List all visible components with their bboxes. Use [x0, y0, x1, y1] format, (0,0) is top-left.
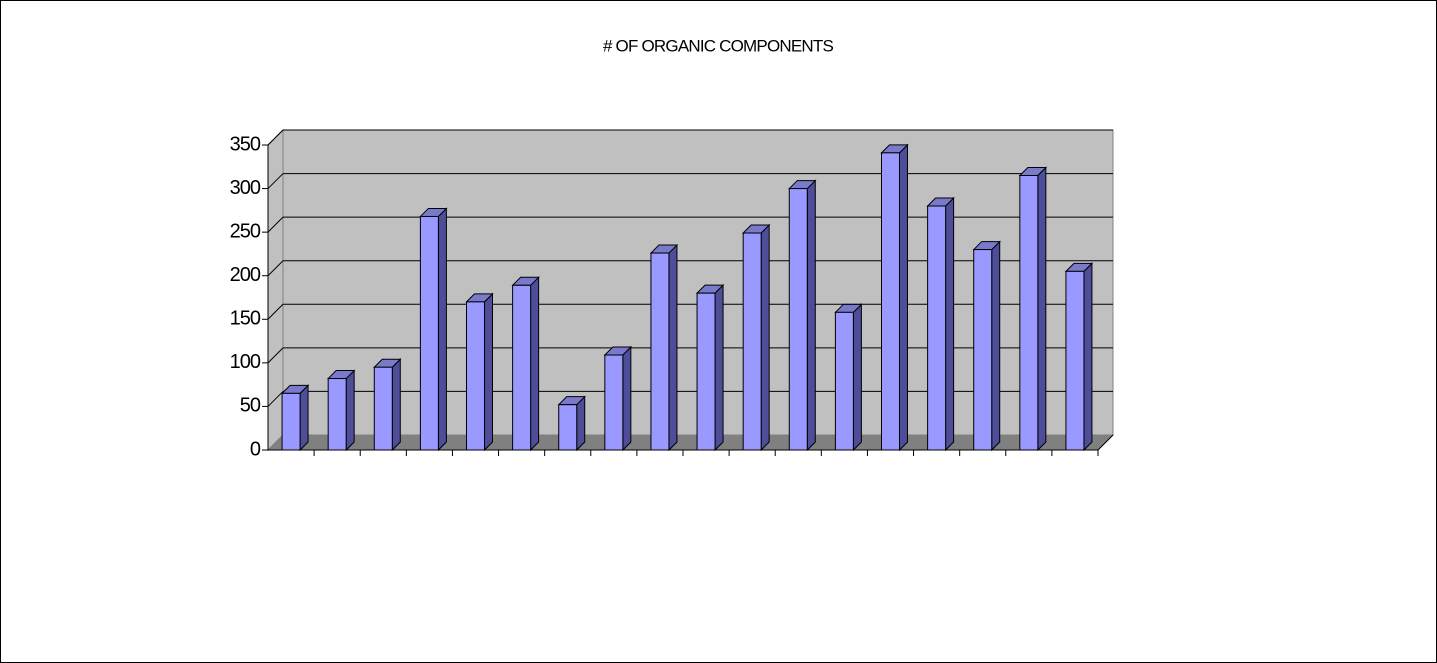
bar	[881, 152, 900, 451]
grid-line-side	[267, 173, 284, 189]
x-axis-depth	[1097, 434, 1114, 451]
y-tick-label: 150	[230, 308, 261, 330]
grid-line-side	[267, 303, 284, 320]
bar-side	[437, 207, 447, 452]
bar	[373, 366, 393, 451]
bar-side	[714, 283, 724, 452]
bar	[927, 205, 947, 451]
bar-side	[345, 369, 355, 452]
bar-side	[1083, 262, 1093, 452]
bar	[327, 378, 347, 451]
grid-line-side	[267, 129, 284, 146]
bar	[834, 311, 854, 451]
bar-side	[530, 276, 540, 452]
chart-title: # OF ORGANIC COMPONENTS	[603, 36, 833, 55]
bar-side	[806, 179, 816, 452]
bar-side	[991, 240, 1001, 452]
y-tick-label: 350	[230, 133, 261, 155]
bar-side	[852, 303, 862, 452]
bar	[788, 188, 808, 451]
bar-side	[484, 292, 493, 452]
bar-side	[899, 143, 908, 452]
y-tick-label: 0	[250, 438, 261, 460]
grid-line-side	[267, 260, 284, 277]
bar-side	[945, 196, 955, 452]
bar	[466, 301, 485, 451]
bar	[742, 232, 762, 451]
y-tick-label: 100	[230, 351, 261, 373]
bar	[558, 404, 578, 451]
bar	[696, 292, 716, 451]
bar-side	[576, 395, 586, 452]
bar	[604, 354, 624, 451]
grid-line-side	[267, 216, 284, 233]
side-wall	[267, 128, 284, 452]
bar-side	[391, 358, 401, 452]
y-tick-label: 50	[240, 395, 261, 417]
bar	[512, 284, 532, 451]
bar	[281, 392, 301, 451]
bar-side	[299, 384, 309, 452]
grid-line-side	[267, 391, 284, 407]
bar	[650, 252, 670, 451]
bar-side	[760, 223, 770, 452]
bar-side	[668, 243, 678, 452]
y-tick-label: 250	[230, 220, 261, 242]
bar	[1019, 175, 1039, 451]
bar	[1065, 270, 1085, 451]
bar-side	[622, 345, 632, 452]
bar	[973, 249, 993, 451]
bar	[419, 215, 439, 451]
bar-side	[1037, 166, 1047, 452]
grid-line-side	[267, 347, 284, 364]
y-tick-label: 300	[230, 177, 261, 199]
y-tick-label: 200	[230, 264, 261, 286]
